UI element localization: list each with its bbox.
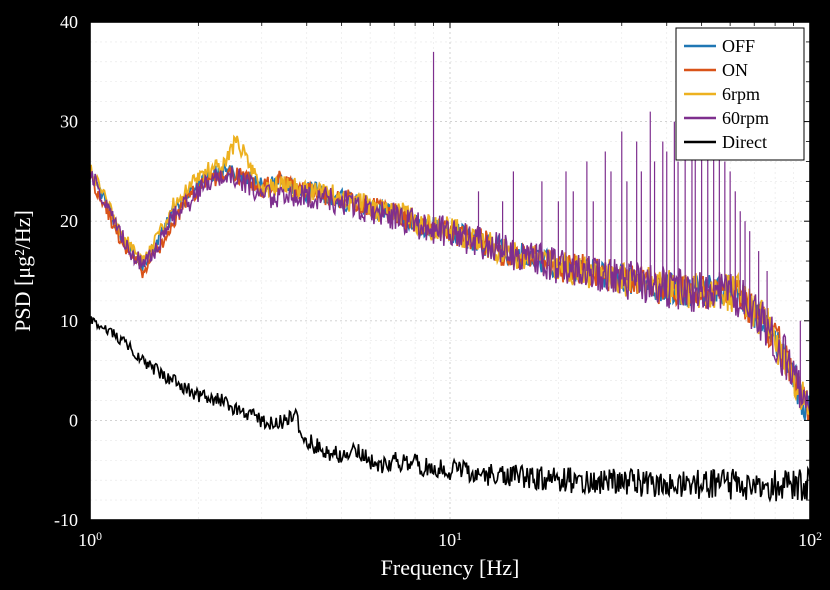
y-tick-label: 20 — [60, 211, 78, 231]
legend-label: OFF — [722, 36, 755, 56]
legend-label: ON — [722, 60, 748, 80]
y-tick-label: 0 — [69, 410, 78, 430]
chart-svg: 100 101 102 -10 0 10 20 30 40 Frequency [Hz] PSD [… — [0, 0, 830, 590]
x-tick-label: 102 — [798, 530, 822, 551]
x-axis-label: Frequency [Hz] — [381, 555, 520, 580]
y-tick-label: -10 — [54, 510, 78, 530]
psd-chart: 100 101 102 -10 0 10 20 30 40 Frequency [Hz] PSD [… — [0, 0, 830, 590]
x-tick-label: 100 — [78, 530, 102, 551]
legend-label: 60rpm — [722, 108, 769, 128]
y-axis-label: PSD [μg²/Hz] — [10, 210, 35, 332]
legend-label: Direct — [722, 132, 767, 152]
y-tick-label: 40 — [60, 12, 78, 32]
x-tick-label: 101 — [438, 530, 462, 551]
y-tick-label: 30 — [60, 112, 78, 132]
legend: OFF ON 6rpm 60rpm Direct — [676, 28, 804, 160]
legend-label: 6rpm — [722, 84, 760, 104]
y-tick-label: 10 — [60, 311, 78, 331]
